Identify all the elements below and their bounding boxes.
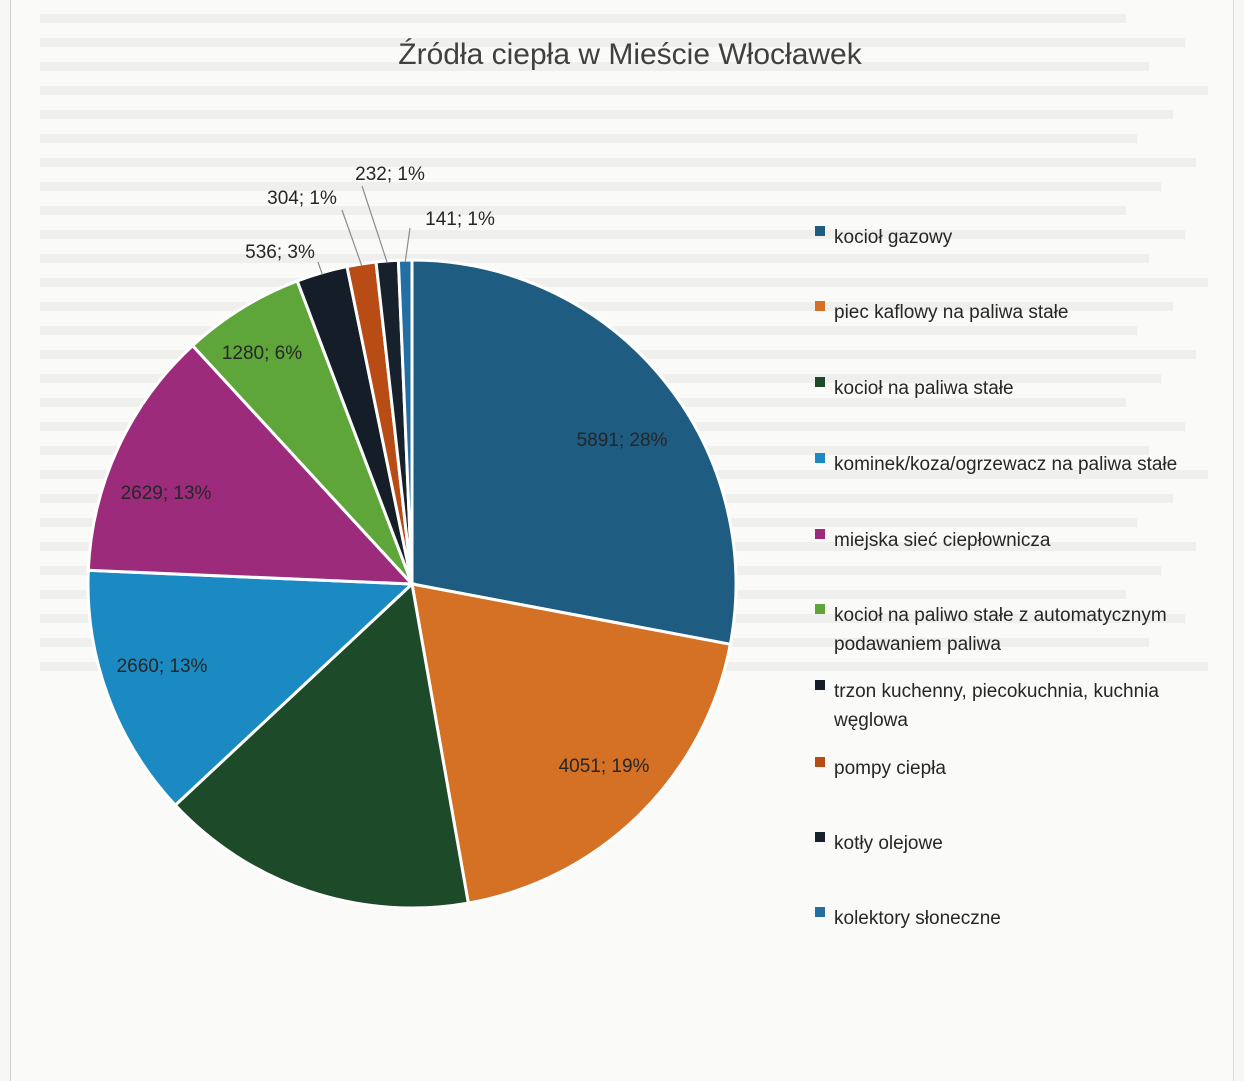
slice-kominek-koza-ogrzewacz-na-paliwa-stale xyxy=(86,568,416,808)
leader-line-kotly-olejowe xyxy=(361,185,388,264)
slice-miejska-siec-cieplownicza xyxy=(86,343,416,586)
leader-line-trzon-kuchenny-piecokuchnia-kuchnia-weglowa xyxy=(317,261,323,275)
data-label-piec-kaflowy-na-paliwa-stale: 4051; 19% xyxy=(559,756,650,777)
data-label-kominek-koza-ogrzewacz-na-paliwa-stale: 2660; 13% xyxy=(117,656,208,677)
legend-swatch-kociol-gazowy xyxy=(815,226,825,236)
slice-kociol-gazowy xyxy=(410,258,738,647)
slice-kociol-na-paliwo-stale-z-automatycznym-podawaniem-paliwa xyxy=(190,279,414,586)
legend-label-kociol-gazowy: kocioł gazowy xyxy=(834,227,953,248)
legend-swatch-piec-kaflowy-na-paliwa-stale xyxy=(815,301,825,311)
legend-label-piec-kaflowy-na-paliwa-stale: piec kaflowy na paliwa stałe xyxy=(834,302,1068,323)
leader-lines xyxy=(317,185,411,275)
legend-swatch-kominek-koza-ogrzewacz-na-paliwa-stale xyxy=(815,453,825,463)
legend-label-trzon-kuchenny-piecokuchnia-kuchnia-weglowa: trzon kuchenny, piecokuchnia, kuchnia xyxy=(834,681,1159,702)
legend-label-trzon-kuchenny-piecokuchnia-kuchnia-weglowa-line-2: węglowa xyxy=(833,710,908,731)
data-label-pompy-ciepla: 304; 1% xyxy=(267,188,337,209)
legend-label-pompy-ciepla: pompy ciepła xyxy=(834,758,946,779)
legend-label-kotly-olejowe: kotły olejowe xyxy=(834,833,943,854)
legend-swatch-kolektory-sloneczne xyxy=(815,907,825,917)
legend-label-kolektory-sloneczne: kolektory słoneczne xyxy=(834,908,1001,929)
legend-swatch-kociol-na-paliwo-stale-z-automatycznym-podawaniem-paliwa xyxy=(815,604,825,614)
pie-slices xyxy=(86,258,738,910)
legend: kocioł gazowy piec kaflowy na paliwa stał… xyxy=(815,226,1177,929)
legend-label-kominek-koza-ogrzewacz-na-paliwa-stale: kominek/koza/ogrzewacz na paliwa stałe xyxy=(834,454,1177,475)
data-label-miejska-siec-cieplownicza: 2629; 13% xyxy=(121,483,212,504)
leader-line-pompy-ciepla xyxy=(341,209,363,267)
data-labels: 5891; 28% 4051; 19% 2660; 13% 2629; 13% 1280… xyxy=(117,164,668,777)
data-label-kolektory-sloneczne: 141; 1% xyxy=(425,209,495,230)
legend-swatch-miejska-siec-cieplownicza xyxy=(815,529,825,539)
data-label-kotly-olejowe: 232; 1% xyxy=(355,164,425,185)
legend-swatch-kotly-olejowe xyxy=(815,832,825,842)
chart-title: Źródła ciepła w Mieście Włocławek xyxy=(398,38,862,71)
data-label-trzon-kuchenny-piecokuchnia-kuchnia-weglowa: 536; 3% xyxy=(245,242,315,263)
leader-line-kolektory-sloneczne xyxy=(404,227,411,263)
legend-label-miejska-siec-cieplownicza: miejska sieć ciepłownicza xyxy=(834,530,1051,551)
data-label-kociol-gazowy: 5891; 28% xyxy=(577,430,668,451)
legend-label-kociol-na-paliwo-stale-z-automatycznym-podawaniem-paliwa-line-2: podawaniem paliwa xyxy=(834,634,1001,655)
legend-swatch-kociol-na-paliwa-stale xyxy=(815,377,825,387)
slice-piec-kaflowy-na-paliwa-stale xyxy=(410,582,733,905)
legend-label-kociol-na-paliwa-stale: kocioł na paliwa stałe xyxy=(834,378,1014,399)
legend-swatch-trzon-kuchenny-piecokuchnia-kuchnia-weglowa xyxy=(815,680,825,690)
legend-swatch-pompy-ciepla xyxy=(815,757,825,767)
slice-kociol-na-paliwa-stale xyxy=(173,581,471,910)
data-label-kociol-na-paliwo-stale-z-automatycznym-podawaniem-paliwa: 1280; 6% xyxy=(222,343,302,364)
legend-label-kociol-na-paliwo-stale-z-automatycznym-podawaniem-paliwa: kocioł na paliwo stałe z automatycznym xyxy=(834,605,1167,626)
